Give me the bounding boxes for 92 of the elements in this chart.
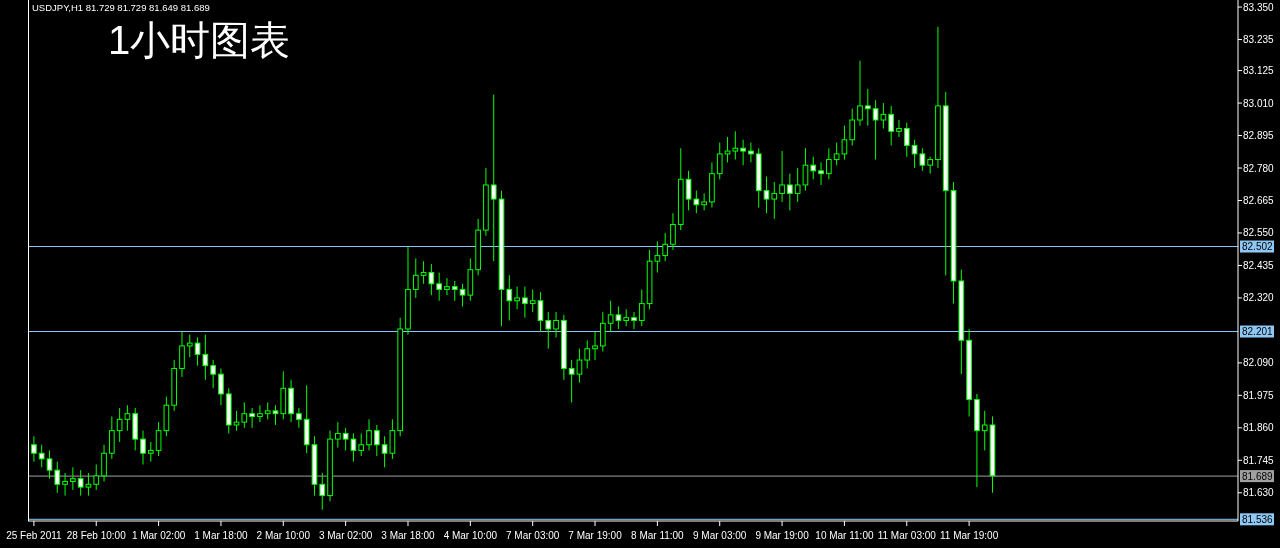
candlestick [896, 119, 902, 138]
candlestick [108, 416, 115, 460]
candlestick [335, 421, 341, 449]
candlestick [514, 286, 520, 310]
x-tick-label: 7 Mar 19:00 [568, 530, 623, 541]
candlestick [638, 288, 645, 327]
candlestick [373, 424, 380, 457]
candlestick [787, 173, 793, 211]
y-tick-label: 82.435 [1243, 259, 1275, 271]
y-tick-label: 81.860 [1243, 422, 1275, 434]
candlestick [740, 139, 746, 166]
x-tick-label: 11 Mar 19:00 [940, 530, 999, 541]
candlestick [716, 142, 723, 180]
y-tick-label: 83.350 [1243, 1, 1275, 13]
x-tick-label: 9 Mar 03:00 [693, 530, 747, 541]
candlestick [54, 461, 61, 494]
candlestick [451, 280, 458, 302]
y-tick-label: 82.090 [1243, 357, 1275, 369]
candlestick [62, 472, 68, 497]
candlestick [366, 418, 372, 451]
candlestick [810, 156, 817, 180]
x-tick-label: 8 Mar 11:00 [631, 530, 685, 541]
y-tick-label: 81.745 [1243, 454, 1275, 466]
candlestick [631, 311, 637, 330]
candlestick [903, 122, 910, 158]
y-tick-label: 83.010 [1243, 97, 1275, 109]
candlestick [857, 60, 863, 127]
candlestick [599, 311, 606, 353]
candlestick [506, 274, 513, 322]
candlestick [31, 435, 37, 463]
candlestick [186, 334, 193, 358]
y-tick-label: 82.780 [1243, 162, 1275, 174]
candlestick [179, 331, 185, 378]
candlestick [771, 181, 778, 220]
text: 1小时图表 [108, 18, 291, 62]
x-tick-label: 10 Mar 11:00 [815, 530, 874, 541]
candlestick [249, 407, 255, 429]
x-tick-label: 11 Mar 03:00 [877, 530, 937, 541]
candlestick [592, 331, 598, 361]
candlestick [748, 142, 754, 163]
candlestick [436, 272, 442, 302]
candlestick [981, 410, 988, 451]
candlestick [522, 286, 528, 319]
y-tick-label: 82.320 [1243, 292, 1275, 304]
y-tick-label: 81.630 [1243, 487, 1275, 499]
x-tick-label: 2 Mar 10:00 [256, 530, 311, 541]
candlestick [553, 311, 559, 338]
candlestick [218, 368, 224, 406]
ref-label: 81.536 [1240, 513, 1274, 526]
candlestick [70, 466, 76, 491]
candlestick [444, 277, 450, 296]
candlestick [257, 404, 263, 423]
candlestick [412, 257, 419, 299]
candlestick [888, 105, 895, 146]
y-tick-label: 83.125 [1243, 65, 1275, 77]
ref-label: 81.689 [1240, 470, 1274, 483]
candlestick [93, 464, 100, 491]
x-tick-label: 3 Mar 02:00 [318, 530, 373, 541]
candlestick [296, 407, 302, 429]
candlestick [140, 430, 146, 466]
candlestick [849, 108, 856, 146]
chart-subtitle: USDJPY,H1 81.729 81.729 81.649 81.689 [32, 2, 210, 13]
x-tick-label: 3 Mar 18:00 [381, 530, 436, 541]
y-tick-label: 82.665 [1243, 194, 1275, 206]
candlestick [358, 432, 365, 457]
y-tick-label: 81.975 [1243, 389, 1275, 401]
candlestick [826, 147, 832, 180]
candlestick [701, 192, 707, 211]
x-tick-label: 1 Mar 02:00 [131, 530, 186, 541]
candlestick [101, 444, 107, 482]
y-tick-label: 82.550 [1243, 227, 1275, 239]
candlestick [319, 472, 326, 511]
y-tick-label: 82.895 [1243, 130, 1275, 142]
candlestick [662, 232, 669, 262]
candlestick [147, 441, 154, 463]
candlestick [210, 359, 216, 389]
candlestick [490, 94, 497, 262]
candlestick [864, 88, 871, 127]
x-tick-label: 25 Feb 2011 [6, 530, 63, 541]
candlestick [272, 404, 279, 426]
candlestick [670, 212, 676, 251]
candlestick [818, 161, 824, 186]
x-tick-label: 4 Mar 10:00 [443, 530, 498, 541]
x-tick-label: 7 Mar 03:00 [506, 530, 560, 541]
y-tick-label: 83.235 [1243, 34, 1275, 46]
x-tick-label: 1 Mar 18:00 [194, 530, 249, 541]
x-tick-label: 9 Mar 19:00 [755, 530, 810, 541]
candlestick [545, 311, 552, 350]
candlestick [779, 150, 785, 203]
candlestick [584, 339, 591, 370]
candlestick [763, 175, 770, 214]
x-tick-label: 28 Feb 10:00 [66, 530, 127, 541]
